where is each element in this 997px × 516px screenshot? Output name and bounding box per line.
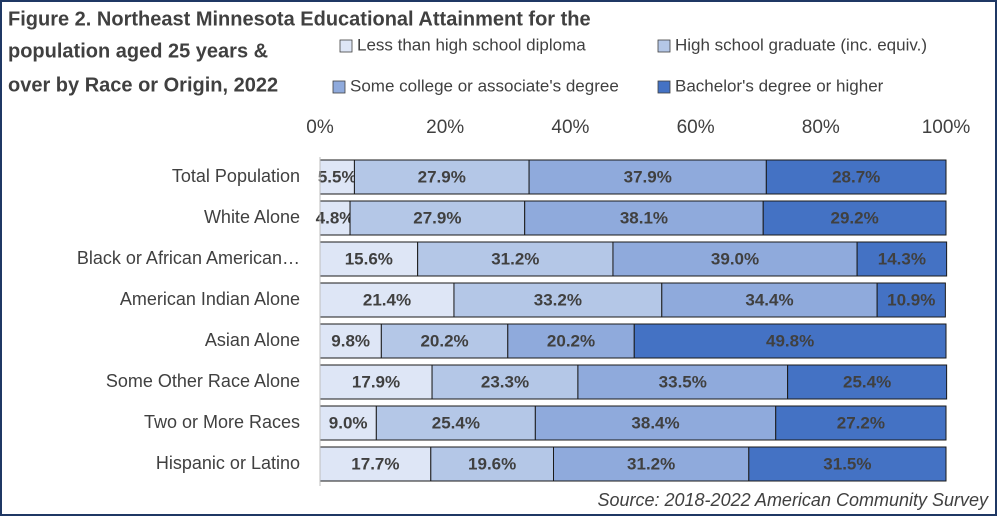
y-tick-label: Total Population bbox=[172, 166, 300, 186]
chart-title: population aged 25 years & bbox=[8, 40, 268, 62]
legend-label: High school graduate (inc. equiv.) bbox=[675, 35, 927, 54]
bar-segment bbox=[661, 282, 878, 318]
data-label: 33.5% bbox=[659, 372, 707, 391]
data-label: 10.9% bbox=[887, 290, 935, 309]
y-tick-label: White Alone bbox=[204, 207, 300, 227]
data-label: 27.9% bbox=[418, 167, 466, 186]
y-tick-label: Black or African American… bbox=[77, 248, 300, 268]
data-label: 5.5% bbox=[318, 167, 357, 186]
x-tick-label: 40% bbox=[551, 117, 589, 138]
data-label: 17.7% bbox=[351, 454, 399, 473]
bar-segment bbox=[319, 364, 433, 400]
data-label: 21.4% bbox=[363, 290, 411, 309]
chart-title: over by Race or Origin, 2022 bbox=[8, 74, 278, 96]
bar-segment bbox=[319, 159, 355, 195]
bar-segment bbox=[380, 323, 509, 359]
data-label: 49.8% bbox=[766, 331, 814, 350]
bar-segment bbox=[431, 364, 579, 400]
data-label: 29.2% bbox=[831, 208, 879, 227]
x-tick-label: 20% bbox=[426, 117, 464, 138]
data-label: 27.2% bbox=[837, 413, 885, 432]
x-tick-label: 60% bbox=[677, 117, 715, 138]
x-tick-label: 0% bbox=[306, 117, 334, 138]
source-note: Source: 2018-2022 American Community Sur… bbox=[597, 490, 989, 510]
data-label: 31.5% bbox=[823, 454, 871, 473]
data-label: 28.7% bbox=[832, 167, 880, 186]
bar-segment bbox=[430, 446, 554, 482]
bar-segment bbox=[349, 200, 526, 236]
data-label: 9.8% bbox=[331, 331, 370, 350]
data-label: 34.4% bbox=[745, 290, 793, 309]
data-label: 39.0% bbox=[711, 249, 759, 268]
bar-segment bbox=[762, 200, 947, 236]
chart-title: Figure 2. Northeast Minnesota Educationa… bbox=[8, 8, 591, 30]
bar-segment bbox=[524, 200, 764, 236]
x-tick-label: 80% bbox=[802, 117, 840, 138]
data-label: 19.6% bbox=[468, 454, 516, 473]
bar-segment bbox=[876, 282, 946, 318]
data-label: 38.1% bbox=[620, 208, 668, 227]
data-label: 33.2% bbox=[534, 290, 582, 309]
bar-segment bbox=[765, 159, 947, 195]
data-label: 4.8% bbox=[316, 208, 355, 227]
legend-label: Some college or associate's degree bbox=[350, 76, 619, 95]
bar-segment bbox=[319, 282, 455, 318]
bar-segment bbox=[507, 323, 635, 359]
bar-segment bbox=[319, 241, 419, 277]
legend-swatch bbox=[657, 39, 671, 53]
legend-label: Bachelor's degree or higher bbox=[675, 76, 884, 95]
bar-segment bbox=[856, 241, 948, 277]
legend-label: Less than high school diploma bbox=[357, 35, 586, 54]
bar-segment bbox=[633, 323, 947, 359]
data-label: 17.9% bbox=[352, 372, 400, 391]
data-label: 31.2% bbox=[627, 454, 675, 473]
data-label: 31.2% bbox=[491, 249, 539, 268]
x-tick-label: 100% bbox=[922, 117, 971, 138]
legend-swatch bbox=[339, 39, 353, 53]
bar-segment bbox=[375, 405, 536, 441]
data-label: 25.4% bbox=[432, 413, 480, 432]
bar-segment bbox=[748, 446, 947, 482]
y-tick-label: Hispanic or Latino bbox=[156, 453, 300, 473]
legend-swatch bbox=[657, 80, 671, 94]
y-tick-label: Two or More Races bbox=[144, 412, 300, 432]
bar-segment bbox=[775, 405, 947, 441]
data-label: 23.3% bbox=[481, 372, 529, 391]
y-tick-label: Some Other Race Alone bbox=[106, 371, 300, 391]
bar-segment bbox=[787, 364, 948, 400]
bar-segment bbox=[353, 159, 530, 195]
y-tick-label: Asian Alone bbox=[205, 330, 300, 350]
bar-segment bbox=[534, 405, 777, 441]
data-label: 14.3% bbox=[878, 249, 926, 268]
data-label: 15.6% bbox=[345, 249, 393, 268]
legend-swatch bbox=[332, 80, 346, 94]
data-label: 9.0% bbox=[329, 413, 368, 432]
data-label: 27.9% bbox=[413, 208, 461, 227]
data-label: 37.9% bbox=[624, 167, 672, 186]
y-tick-label: American Indian Alone bbox=[120, 289, 300, 309]
data-label: 38.4% bbox=[631, 413, 679, 432]
data-label: 20.2% bbox=[420, 331, 468, 350]
data-label: 20.2% bbox=[547, 331, 595, 350]
bar-segment bbox=[612, 241, 858, 277]
data-label: 25.4% bbox=[843, 372, 891, 391]
